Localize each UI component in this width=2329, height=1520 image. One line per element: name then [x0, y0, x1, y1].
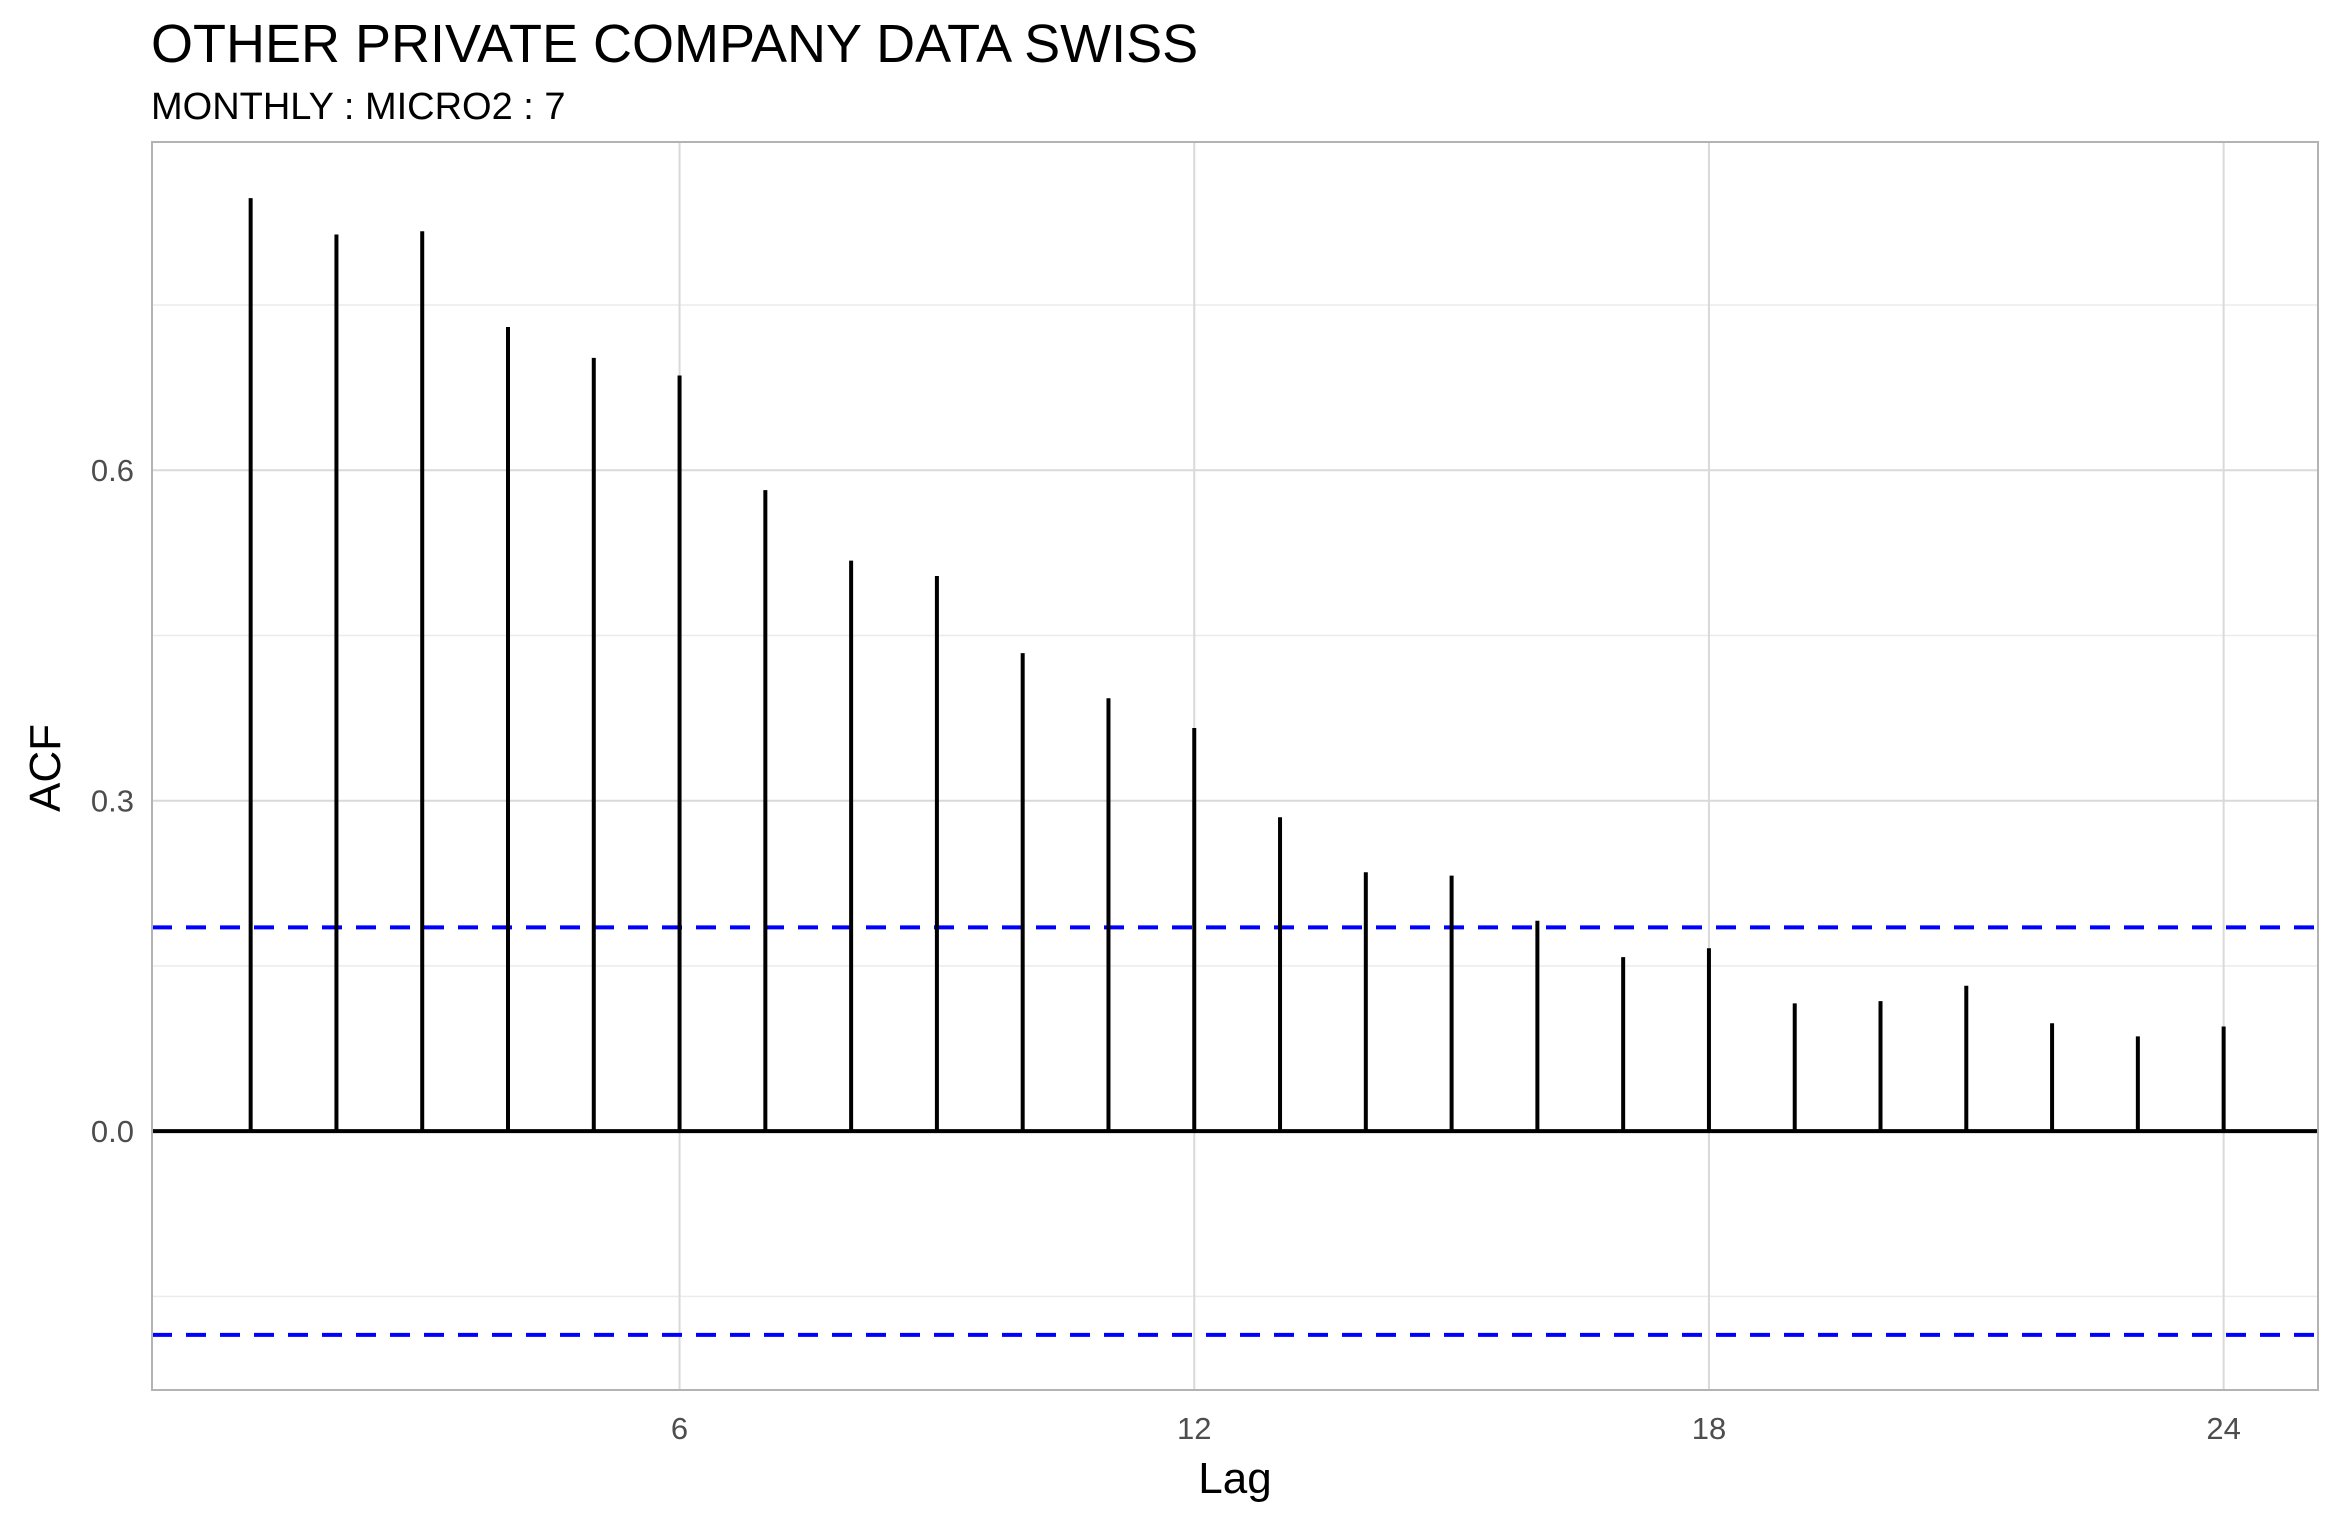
x-tick-label: 18 [1692, 1411, 1726, 1446]
chart-title: OTHER PRIVATE COMPANY DATA SWISS [151, 14, 1198, 74]
y-tick-label: 0.0 [91, 1114, 134, 1149]
y-tick-label: 0.3 [91, 784, 134, 819]
grid-lines [152, 142, 2318, 1390]
confidence-bounds [152, 925, 2318, 1337]
acf-bars [152, 198, 2318, 1134]
panel-border [151, 141, 2319, 1391]
tick-labels: 6 12 18 24 0.0 0.3 0.6 [91, 453, 2241, 1446]
chart-subtitle: MONTHLY : MICRO2 : 7 [151, 86, 566, 128]
x-tick-label: 6 [671, 1411, 688, 1446]
x-tick-label: 24 [2206, 1411, 2240, 1446]
y-axis-title: ACF [21, 724, 70, 812]
x-tick-label: 12 [1177, 1411, 1211, 1446]
x-axis-title: Lag [1198, 1454, 1271, 1503]
y-tick-label: 0.6 [91, 453, 134, 488]
